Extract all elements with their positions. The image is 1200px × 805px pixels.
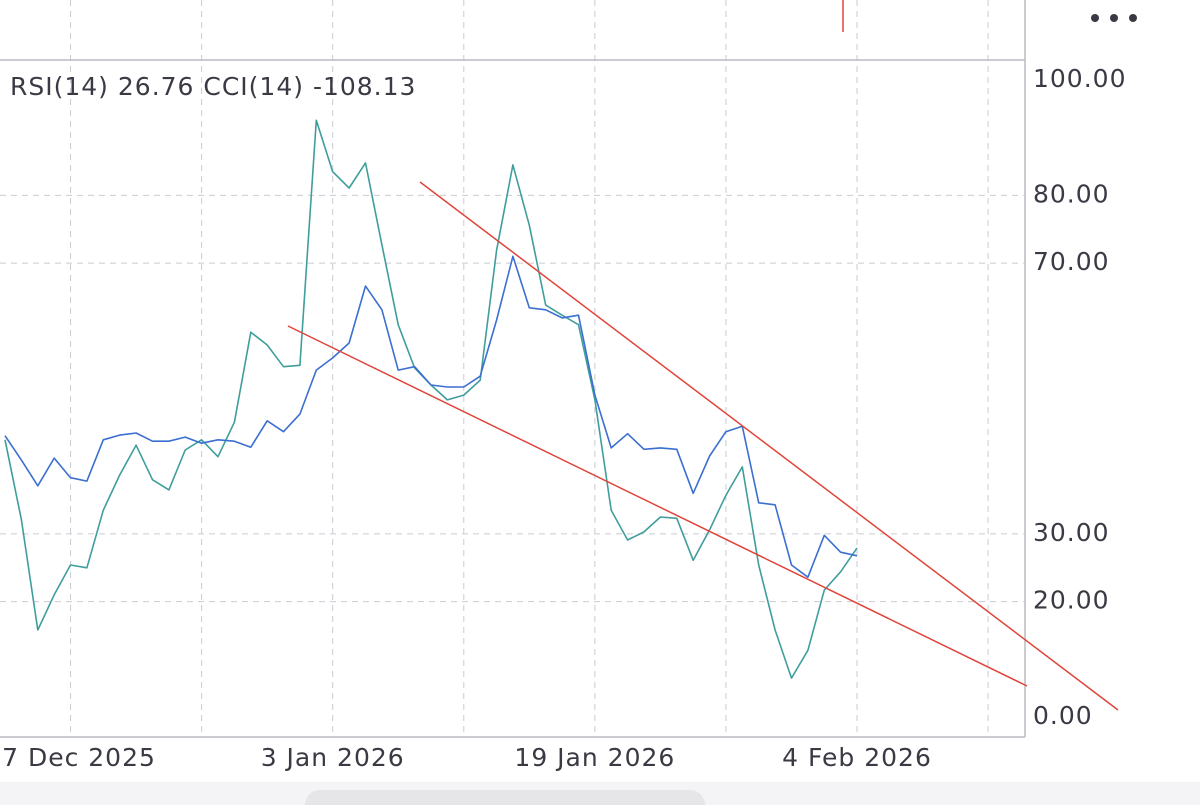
trendline-lower [287,325,1028,687]
trendline-upper [419,181,1119,711]
home-indicator [305,790,705,805]
more-menu[interactable] [1091,14,1137,22]
plot-area [4,119,858,679]
y-tick-label: 0.00 [1033,701,1093,730]
menu-dot [1091,14,1099,22]
y-tick-label: 100.00 [1033,64,1126,93]
y-tick-label: 20.00 [1033,586,1110,615]
y-tick-label: 80.00 [1033,179,1110,208]
x-tick-label: 4 Feb 2026 [782,743,932,772]
grid [0,0,1025,737]
y-tick-label: 30.00 [1033,518,1110,547]
menu-dot [1110,14,1118,22]
series-line [4,255,858,578]
x-tick-label: 3 Jan 2026 [261,743,405,772]
indicator-legend: RSI(14) 26.76 CCI(14) -108.13 [10,72,416,101]
menu-dot [1129,14,1137,22]
x-tick-label: 17 Dec 2025 [0,743,156,772]
y-tick-label: 70.00 [1033,247,1110,276]
x-tick-label: 19 Jan 2026 [514,743,675,772]
